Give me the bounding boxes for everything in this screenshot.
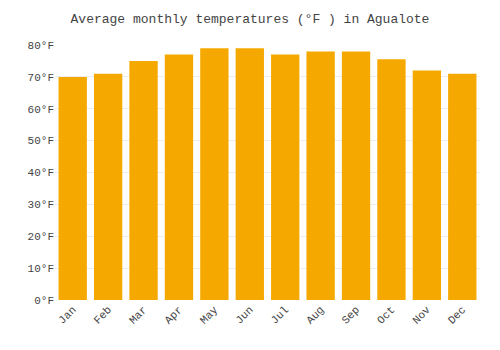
svg-text:Nov: Nov — [410, 304, 433, 327]
svg-text:Apr: Apr — [162, 304, 184, 326]
svg-text:70°F: 70°F — [28, 72, 54, 84]
svg-text:Aug: Aug — [304, 304, 326, 326]
svg-text:0°F: 0°F — [34, 295, 54, 307]
svg-text:Sep: Sep — [340, 304, 362, 326]
svg-text:60°F: 60°F — [28, 104, 54, 116]
svg-text:Jul: Jul — [269, 304, 291, 326]
svg-text:30°F: 30°F — [28, 199, 54, 211]
svg-text:May: May — [198, 304, 221, 327]
svg-text:Feb: Feb — [92, 304, 114, 326]
svg-text:Oct: Oct — [375, 304, 397, 326]
svg-text:80°F: 80°F — [28, 40, 54, 52]
svg-text:Mar: Mar — [127, 304, 149, 326]
svg-text:Jun: Jun — [233, 304, 255, 326]
svg-text:20°F: 20°F — [28, 231, 54, 243]
svg-text:10°F: 10°F — [28, 263, 54, 275]
svg-text:50°F: 50°F — [28, 135, 54, 147]
svg-text:Dec: Dec — [446, 304, 468, 326]
svg-text:Jan: Jan — [56, 304, 78, 326]
svg-text:40°F: 40°F — [28, 167, 54, 179]
svg-text:Average monthly temperatures (: Average monthly temperatures (°F ) in Ag… — [71, 12, 430, 27]
